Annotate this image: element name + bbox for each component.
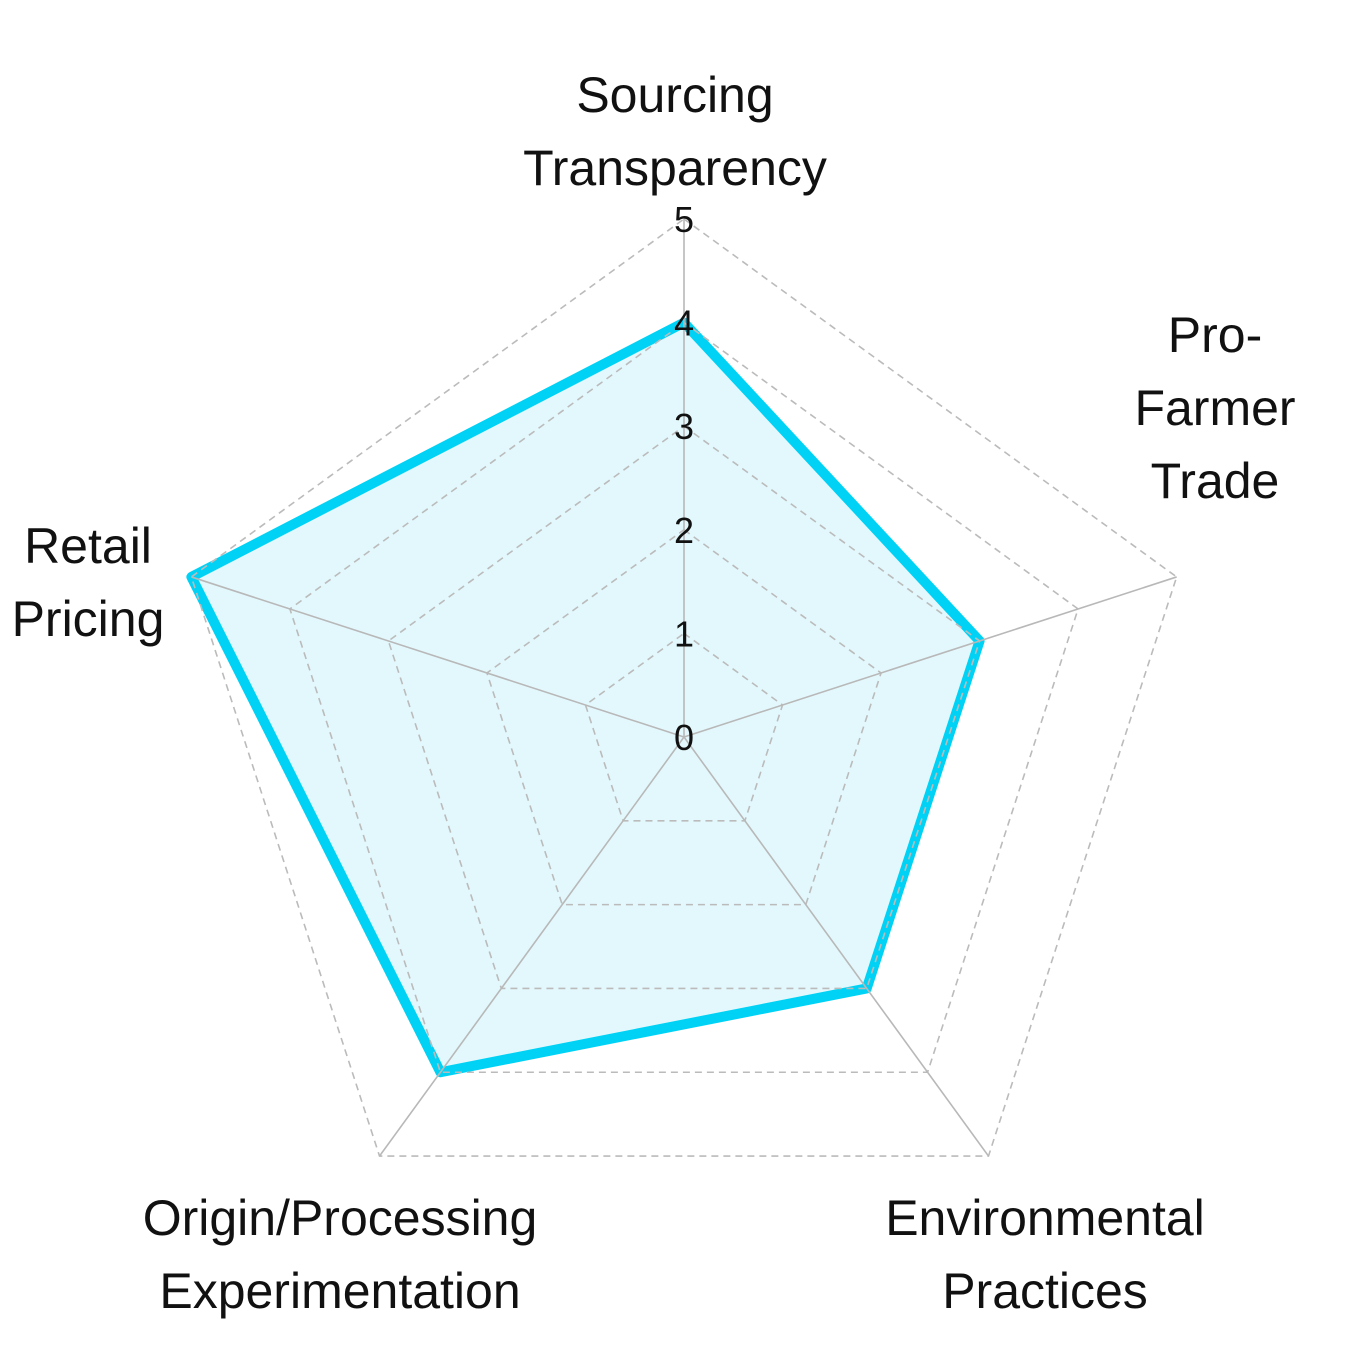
axis-label-2: Environmental Practices (885, 1190, 1205, 1319)
tick-label-3: 3 (674, 406, 694, 447)
tick-label-0: 0 (674, 717, 694, 758)
tick-label-4: 4 (674, 303, 694, 344)
grid-ring-3 (387, 425, 981, 990)
spoke-2 (683, 736, 990, 1157)
series-polygon (186, 317, 985, 1078)
grid-ring-1 (584, 632, 784, 822)
axis-labels: Sourcing Transparency Pro-Farmer Trade Envir… (12, 67, 1296, 1319)
axis-label-3: Origin/Processing Experimentation (143, 1190, 538, 1319)
radar-grid (190, 218, 1178, 1157)
axis-label-0: Sourcing Transparency (523, 67, 827, 196)
grid-ring-5 (190, 218, 1178, 1157)
spoke-3 (378, 736, 685, 1157)
radial-tick-labels: 0 1 2 3 4 5 (674, 199, 694, 758)
grid-ring-4 (288, 321, 1080, 1074)
tick-label-2: 2 (674, 510, 694, 551)
tick-label-5: 5 (674, 199, 694, 240)
spoke-4 (191, 576, 685, 738)
axis-label-1: Pro-Farmer Trade (1134, 307, 1295, 509)
tick-label-1: 1 (674, 613, 694, 654)
spoke-1 (683, 576, 1177, 738)
grid-ring-2 (486, 528, 882, 906)
radar-spokes (191, 219, 1177, 1157)
axis-label-4: Retail Pricing (12, 518, 165, 647)
